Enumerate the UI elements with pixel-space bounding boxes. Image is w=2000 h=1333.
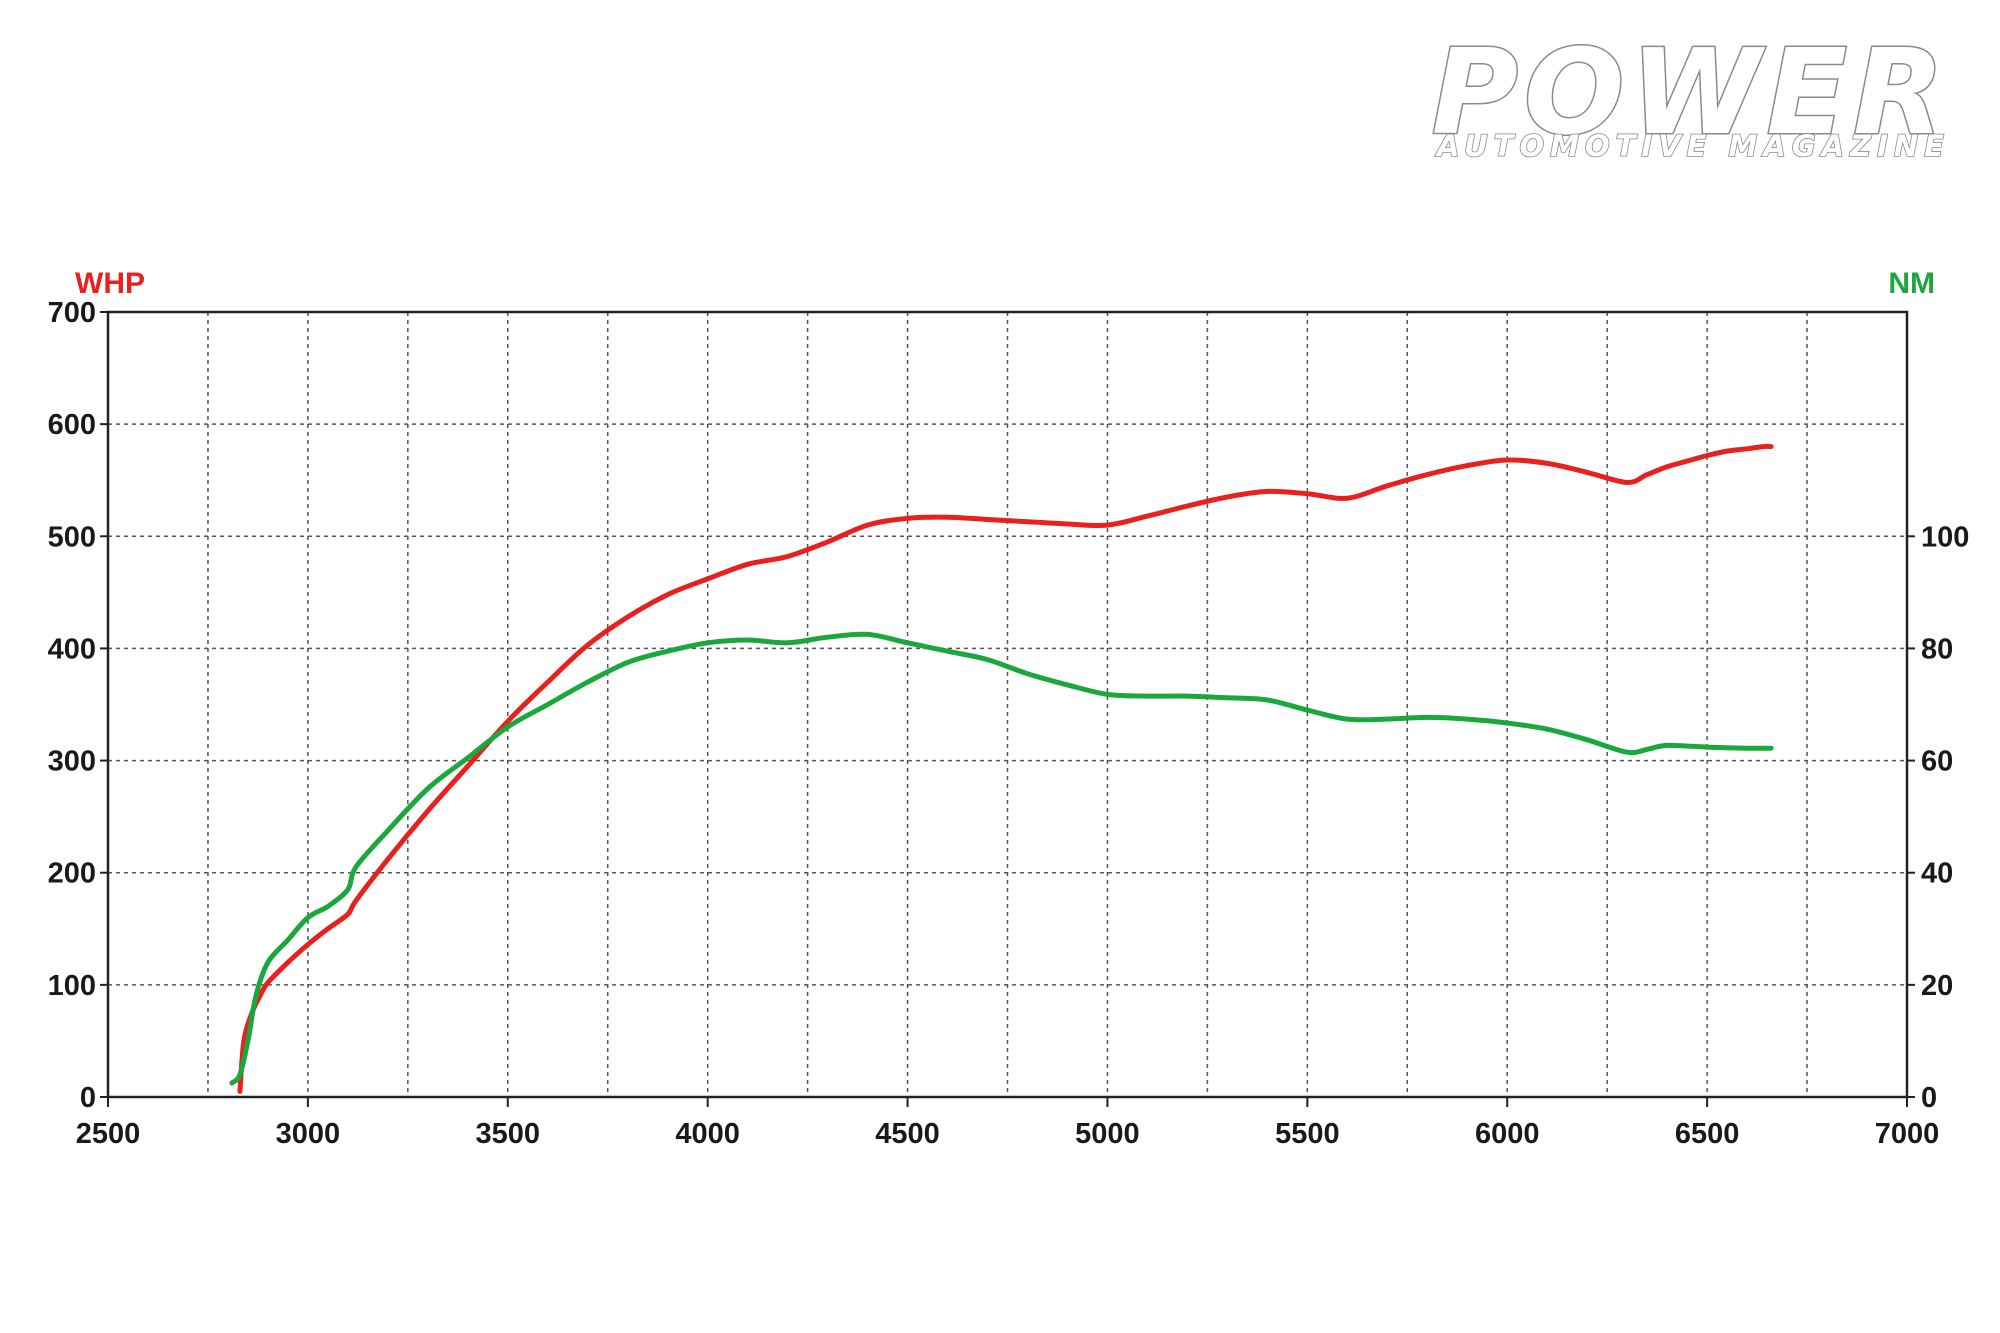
left-axis-ticks: 0 100 200 300 400 500 600 700 bbox=[48, 297, 108, 1114]
left-axis-title: WHP bbox=[75, 267, 145, 300]
chart-series bbox=[229, 443, 1774, 1094]
right-tick-label: 100 bbox=[1921, 521, 1969, 553]
logo-tagline: AUTOMOTIVE MAGAZINE bbox=[1435, 129, 1950, 163]
left-tick-label: 500 bbox=[48, 521, 96, 553]
right-tick-label: 60 bbox=[1921, 746, 1953, 778]
left-tick-label: 300 bbox=[48, 746, 96, 778]
x-tick-label: 6000 bbox=[1475, 1118, 1540, 1150]
x-tick-label: 5500 bbox=[1275, 1118, 1340, 1150]
magazine-logo: POWER AUTOMOTIVE MAGAZINE bbox=[1430, 22, 1950, 164]
x-tick-label: 3500 bbox=[476, 1118, 541, 1150]
right-tick-label: 20 bbox=[1921, 970, 1953, 1002]
right-tick-label: 40 bbox=[1921, 858, 1953, 890]
left-tick-label: 600 bbox=[48, 409, 96, 441]
right-axis-title: NM bbox=[1888, 267, 1935, 300]
left-tick-label: 100 bbox=[48, 970, 96, 1002]
x-tick-label: 6500 bbox=[1675, 1118, 1740, 1150]
logo-title: POWER bbox=[1432, 23, 1950, 161]
x-tick-label: 5000 bbox=[1075, 1118, 1140, 1150]
x-tick-label: 2500 bbox=[76, 1118, 141, 1150]
right-tick-label: 0 bbox=[1921, 1082, 1937, 1114]
power-series-line bbox=[237, 443, 1774, 1094]
x-axis-ticks: 2500 3000 3500 4000 4500 5000 5500 6000 6500 7000 bbox=[76, 1097, 1940, 1150]
right-tick-label: 80 bbox=[1921, 633, 1953, 665]
left-tick-label: 200 bbox=[48, 858, 96, 890]
plot-frame bbox=[106, 310, 1909, 1099]
x-tick-label: 4000 bbox=[675, 1118, 740, 1150]
right-axis-ticks: 0 20 40 60 80 100 bbox=[1907, 521, 1969, 1114]
left-tick-label: 400 bbox=[48, 633, 96, 665]
chart-grid bbox=[108, 312, 1907, 1097]
x-tick-label: 4500 bbox=[875, 1118, 940, 1150]
left-tick-label: 700 bbox=[48, 297, 96, 329]
left-tick-label: 0 bbox=[80, 1082, 96, 1114]
x-tick-label: 7000 bbox=[1875, 1118, 1940, 1150]
torque-series-line bbox=[229, 631, 1774, 1086]
x-tick-label: 3000 bbox=[276, 1118, 341, 1150]
